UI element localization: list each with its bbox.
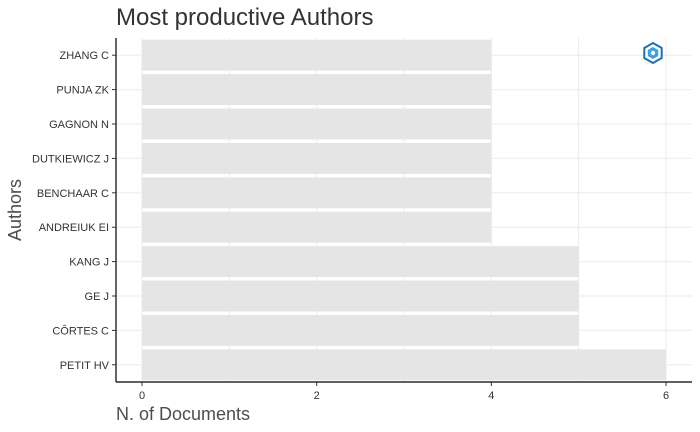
bars bbox=[142, 39, 666, 381]
y-tick-label: KANG J bbox=[69, 257, 109, 269]
bibliometrix-logo-icon bbox=[643, 41, 663, 65]
y-tick-label: ANDREIUK EI bbox=[39, 222, 109, 234]
y-tick-label: GE J bbox=[85, 291, 109, 303]
bar bbox=[142, 246, 579, 278]
y-tick-label: PUNJA ZK bbox=[56, 85, 109, 97]
bar bbox=[142, 211, 492, 243]
bar bbox=[142, 142, 492, 174]
bar bbox=[142, 349, 666, 381]
bar bbox=[142, 314, 579, 346]
x-tick-label: 2 bbox=[314, 390, 320, 402]
x-axis-title: N. of Documents bbox=[116, 404, 250, 424]
y-axis-title: Authors bbox=[5, 179, 25, 241]
y-tick-label: CÔRTES C bbox=[52, 324, 109, 337]
y-tick-label: PETIT HV bbox=[60, 360, 110, 372]
y-tick-label: ZHANG C bbox=[60, 50, 110, 62]
bar bbox=[142, 108, 492, 140]
y-tick-label: DUTKIEWICZ J bbox=[32, 153, 109, 165]
bar bbox=[142, 177, 492, 209]
x-tick-label: 4 bbox=[488, 390, 494, 402]
bar bbox=[142, 74, 492, 106]
x-tick-label: 0 bbox=[139, 390, 145, 402]
y-axis-ticks: ZHANG C PUNJA ZK GAGNON N DUTKIEWICZ J BENCH… bbox=[32, 50, 116, 372]
y-tick-label: GAGNON N bbox=[49, 119, 109, 131]
bar bbox=[142, 39, 492, 71]
x-tick-label: 6 bbox=[663, 390, 669, 402]
bar bbox=[142, 280, 579, 312]
y-tick-label: BENCHAAR C bbox=[37, 188, 109, 200]
x-axis-ticks: 0 2 4 6 bbox=[139, 382, 669, 402]
chart-title: Most productive Authors bbox=[116, 4, 373, 31]
